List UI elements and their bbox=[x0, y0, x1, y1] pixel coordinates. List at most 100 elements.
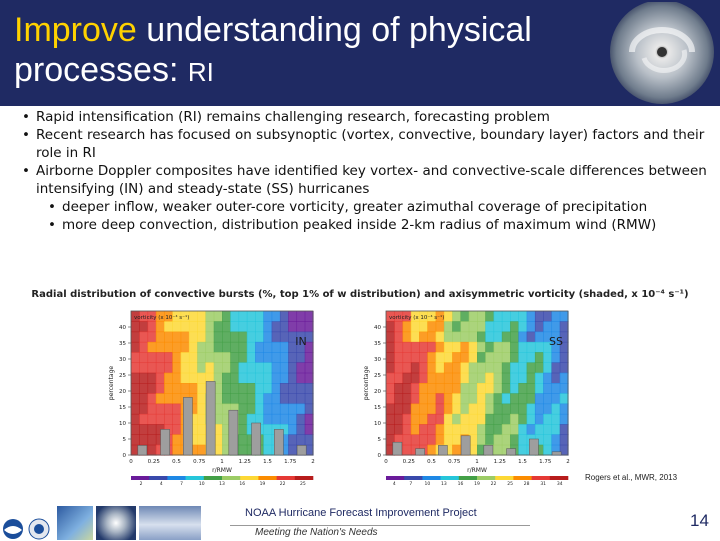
vorticity-cell bbox=[419, 372, 428, 384]
colorbar-tick-label: 34 bbox=[557, 481, 563, 485]
vorticity-cell bbox=[518, 331, 528, 343]
vorticity-cell bbox=[501, 383, 511, 394]
vorticity-cell bbox=[468, 362, 478, 374]
vorticity-cell bbox=[510, 331, 519, 343]
vorticity-cell bbox=[255, 341, 264, 353]
vorticity-cell bbox=[155, 444, 165, 456]
colorbar-tick-label: 25 bbox=[507, 481, 513, 485]
footer-divider bbox=[230, 525, 530, 526]
vorticity-cell bbox=[205, 352, 215, 364]
vorticity-cell bbox=[147, 321, 157, 333]
vorticity-cell bbox=[468, 341, 478, 353]
vorticity-cell bbox=[296, 413, 306, 425]
vorticity-cell bbox=[485, 393, 495, 405]
vorticity-cell bbox=[197, 383, 207, 394]
y-tick-label: 0 bbox=[123, 453, 127, 459]
vorticity-cell bbox=[534, 424, 544, 436]
bullet-list: • Rapid intensification (RI) remains chal… bbox=[18, 108, 708, 234]
colorbar-segment bbox=[240, 476, 259, 480]
vorticity-cell bbox=[222, 393, 231, 405]
vorticity-cell bbox=[304, 444, 314, 456]
panel-label: IN bbox=[295, 335, 306, 348]
citation: Rogers et al., MWR, 2013 bbox=[585, 473, 678, 482]
vorticity-cell bbox=[427, 403, 437, 415]
vorticity-cell bbox=[255, 413, 264, 425]
vorticity-cell bbox=[246, 393, 256, 405]
vorticity-cell bbox=[501, 311, 511, 322]
vorticity-cell bbox=[435, 372, 445, 384]
vorticity-cell bbox=[172, 434, 182, 446]
vorticity-cell bbox=[164, 393, 173, 405]
chart-bar bbox=[529, 438, 539, 456]
vorticity-cell bbox=[139, 393, 149, 405]
y-tick-label: 5 bbox=[123, 437, 127, 443]
vorticity-cell bbox=[271, 331, 281, 343]
vorticity-cell bbox=[427, 311, 437, 322]
vorticity-cell bbox=[213, 352, 223, 364]
vorticity-cell bbox=[551, 331, 561, 343]
vorticity-cell bbox=[493, 331, 503, 343]
vorticity-cell bbox=[155, 424, 165, 436]
vorticity-cell bbox=[460, 321, 470, 333]
y-tick-label: 10 bbox=[119, 421, 126, 427]
vorticity-cell bbox=[147, 424, 157, 436]
vorticity-cell bbox=[246, 383, 256, 394]
vorticity-cell bbox=[197, 341, 207, 353]
vorticity-cell bbox=[131, 444, 140, 456]
vorticity-cell bbox=[468, 321, 478, 333]
vorticity-cell bbox=[188, 413, 198, 425]
colorbar-tick-label: 25 bbox=[300, 481, 306, 485]
y-tick-label: 15 bbox=[374, 405, 381, 411]
vorticity-cell bbox=[386, 383, 395, 394]
vorticity-cell bbox=[477, 311, 486, 322]
vorticity-cell bbox=[501, 393, 511, 405]
vorticity-cell bbox=[543, 393, 553, 405]
vorticity-cell bbox=[246, 403, 256, 415]
colorbar-tick-label: 28 bbox=[524, 481, 530, 485]
vorticity-cell bbox=[304, 331, 314, 343]
y-tick-label: 40 bbox=[374, 325, 381, 331]
vorticity-cell bbox=[271, 413, 281, 425]
vorticity-cell bbox=[188, 362, 198, 374]
vorticity-cell bbox=[172, 444, 182, 456]
vorticity-cell bbox=[197, 321, 207, 333]
vorticity-cell bbox=[263, 331, 273, 343]
vorticity-cell bbox=[460, 424, 470, 436]
colorbar-segment bbox=[149, 476, 168, 480]
vorticity-cell bbox=[155, 362, 165, 374]
vorticity-cell bbox=[155, 331, 165, 343]
vorticity-cell bbox=[526, 341, 536, 353]
vorticity-cell bbox=[164, 372, 173, 384]
vorticity-cell bbox=[296, 424, 306, 436]
vorticity-cell bbox=[394, 403, 404, 415]
hurricane-satellite-image bbox=[610, 2, 714, 104]
footer-project: NOAA Hurricane Forecast Improvement Proj… bbox=[245, 507, 477, 519]
x-tick-label: 0.75 bbox=[193, 459, 206, 465]
vorticity-cell bbox=[460, 403, 470, 415]
vorticity-cell bbox=[551, 311, 561, 322]
vorticity-cell bbox=[485, 383, 495, 394]
vorticity-cell bbox=[460, 362, 470, 374]
vorticity-cell bbox=[435, 413, 445, 425]
vorticity-cell bbox=[443, 341, 453, 353]
vorticity-cell bbox=[164, 341, 173, 353]
vorticity-cell bbox=[518, 311, 528, 322]
vorticity-cell bbox=[238, 434, 248, 446]
chart-bar bbox=[296, 445, 307, 456]
vorticity-cell bbox=[155, 413, 165, 425]
title-line1: understanding of physical bbox=[136, 11, 532, 49]
vorticity-cell bbox=[510, 413, 519, 425]
vorticity-cell bbox=[213, 362, 223, 374]
x-tick-label: 0 bbox=[129, 459, 133, 465]
y-tick-label: 15 bbox=[119, 405, 126, 411]
vorticity-cell bbox=[288, 393, 298, 405]
vorticity-cell bbox=[452, 393, 462, 405]
vorticity-cell bbox=[213, 413, 223, 425]
vorticity-cell bbox=[443, 393, 453, 405]
vorticity-cell bbox=[468, 424, 478, 436]
vorticity-cell bbox=[534, 393, 544, 405]
vorticity-cell bbox=[131, 352, 140, 364]
vorticity-cell bbox=[518, 362, 528, 374]
vorticity-cell bbox=[263, 311, 273, 322]
vorticity-cell bbox=[394, 352, 404, 364]
